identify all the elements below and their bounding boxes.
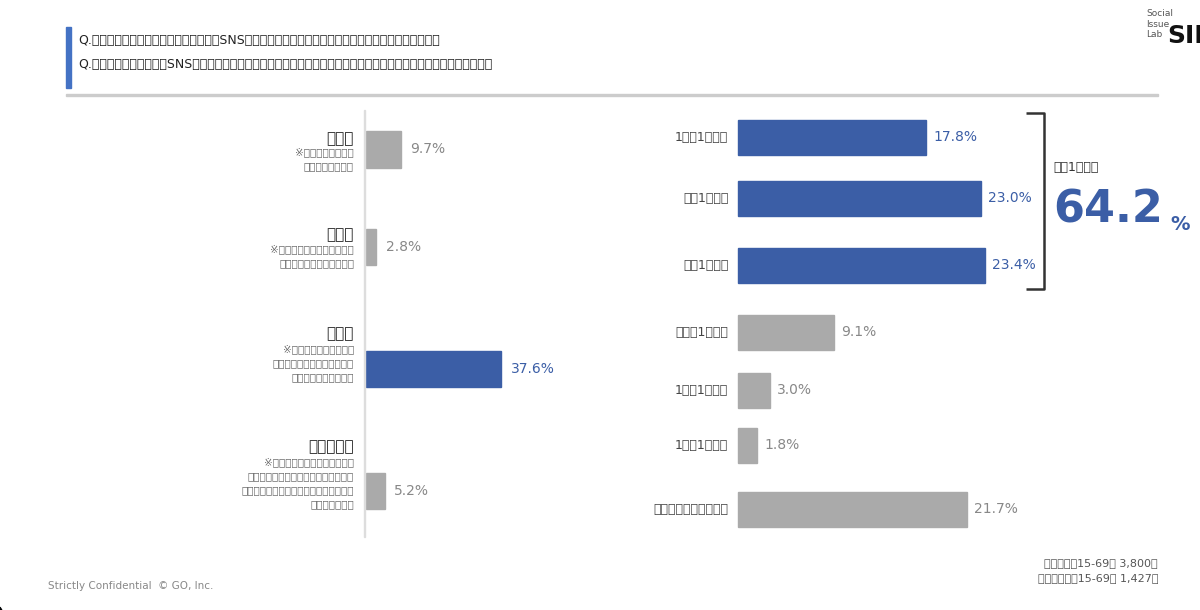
Text: ※自分以外の人や団体に向けた
誹謗中傷にいいねや拡散をしたことが
ある。または賛同するコメントや投稿を
したことがある: ※自分以外の人や団体に向けた 誹謗中傷にいいねや拡散をしたことが ある。または賛… bbox=[241, 458, 354, 509]
Text: SIL: SIL bbox=[1168, 24, 1200, 48]
Text: 便乗加害者: 便乗加害者 bbox=[308, 439, 354, 454]
Text: Social: Social bbox=[1146, 9, 1174, 18]
Text: %: % bbox=[1170, 215, 1189, 234]
Text: 64.2: 64.2 bbox=[1054, 189, 1164, 232]
Text: Lab: Lab bbox=[1146, 30, 1163, 39]
Text: 被害者: 被害者 bbox=[326, 131, 354, 146]
Text: これまでに数える程度: これまでに数える程度 bbox=[653, 503, 728, 516]
Text: ※特定の人や団体に対して、
誹謗中傷をしたことがある: ※特定の人や団体に対して、 誹謗中傷をしたことがある bbox=[270, 244, 354, 268]
Text: ※人から誹謗中傷を
されたことがある: ※人から誹謗中傷を されたことがある bbox=[295, 148, 354, 171]
Text: 5.2%: 5.2% bbox=[395, 484, 430, 498]
Text: 第三者: 第三者 bbox=[326, 326, 354, 342]
Text: 1年に1回以上: 1年に1回以上 bbox=[676, 384, 728, 397]
Text: 3.0%: 3.0% bbox=[776, 384, 812, 397]
Text: Q.あなたは、インターネットサービスやSNSで以下の経験をされたことがありますか。（全体ベース）: Q.あなたは、インターネットサービスやSNSで以下の経験をされたことがありますか… bbox=[78, 34, 439, 46]
Text: 1日に1回以上: 1日に1回以上 bbox=[676, 131, 728, 144]
Text: 全体：男女15-69歳 3,800人
第三者：男女15-69歳 1,427人: 全体：男女15-69歳 3,800人 第三者：男女15-69歳 1,427人 bbox=[1038, 558, 1158, 583]
Text: Strictly Confidential  © GO, Inc.: Strictly Confidential © GO, Inc. bbox=[48, 581, 214, 590]
Text: ※自分以外の人や団体が
誹謗中傷をされているのを、
見聞きしたことがある: ※自分以外の人や団体が 誹謗中傷をされているのを、 見聞きしたことがある bbox=[272, 345, 354, 382]
Text: 1年に1回未満: 1年に1回未満 bbox=[676, 439, 728, 452]
Text: 17.8%: 17.8% bbox=[934, 131, 977, 144]
Text: 23.4%: 23.4% bbox=[992, 259, 1036, 272]
Text: 2.8%: 2.8% bbox=[385, 240, 421, 254]
Text: 半年に1回以上: 半年に1回以上 bbox=[676, 326, 728, 339]
Text: Issue: Issue bbox=[1146, 20, 1169, 29]
Text: 9.7%: 9.7% bbox=[410, 143, 445, 156]
Text: 月に1回以上: 月に1回以上 bbox=[1054, 161, 1099, 174]
Text: 37.6%: 37.6% bbox=[511, 362, 554, 376]
Text: 1.8%: 1.8% bbox=[764, 439, 799, 452]
Text: 23.0%: 23.0% bbox=[988, 192, 1032, 205]
Text: 加害者: 加害者 bbox=[326, 227, 354, 242]
Text: 月に1回以上: 月に1回以上 bbox=[683, 259, 728, 272]
Text: 21.7%: 21.7% bbox=[974, 503, 1019, 516]
Text: 9.1%: 9.1% bbox=[841, 326, 876, 339]
Text: Q.普段インターネットやSNSを利用している中で、誹謗中傷を見聞きする頻度をお知らせください。（第三者ベース）: Q.普段インターネットやSNSを利用している中で、誹謗中傷を見聞きする頻度をお知… bbox=[78, 58, 492, 71]
Text: 週に1回以上: 週に1回以上 bbox=[683, 192, 728, 205]
